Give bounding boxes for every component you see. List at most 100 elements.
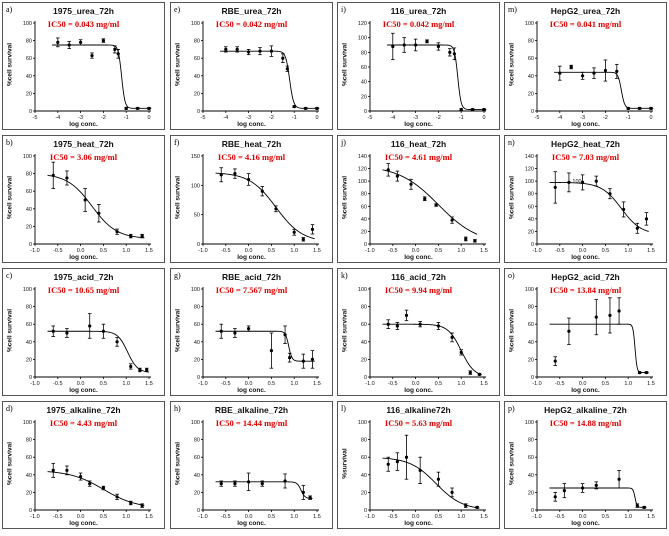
- fit-curve: [387, 44, 487, 110]
- data-point: [608, 192, 612, 196]
- panel-label: g): [174, 271, 181, 280]
- y-tick-label: 80: [361, 50, 367, 56]
- data-point: [592, 71, 596, 75]
- data-point: [51, 468, 55, 472]
- data-point: [101, 329, 105, 333]
- data-point: [603, 68, 607, 73]
- x-tick-label: 1.0: [624, 381, 632, 387]
- y-tick-label: 60: [194, 56, 200, 62]
- y-tick-label: 0: [364, 508, 367, 514]
- data-point: [626, 106, 630, 110]
- y-tick-label: 20: [194, 490, 200, 496]
- data-point: [553, 495, 557, 499]
- y-tick-label: 80: [528, 39, 534, 45]
- y-tick-label: 0: [29, 375, 32, 381]
- y-tick-label: 100: [525, 179, 534, 185]
- x-tick-label: 1.0: [122, 514, 130, 520]
- fit-curve: [47, 174, 145, 239]
- y-tick-label: 100: [525, 287, 534, 293]
- x-tick-label: 1.5: [313, 514, 321, 520]
- plot-svg: 0 20 40 60 80 100 -5 -4 -3 -2 -1 0: [525, 21, 654, 121]
- chart-panel: b) 1975_heat_72h IC50 = 3.06 mg/ml %cell su…: [2, 135, 165, 263]
- plot-svg: 0 20 40 60 80 100 120 -5 -4 -3 -2 -1 0: [358, 21, 487, 121]
- data-point: [65, 176, 69, 180]
- data-point: [90, 53, 94, 58]
- data-point: [395, 174, 399, 178]
- data-point: [448, 50, 452, 54]
- y-tick-label: 60: [26, 189, 32, 195]
- ic50-annotation: IC50 = 4.43 mg/ml: [49, 418, 118, 428]
- y-tick-label: 0: [29, 508, 32, 514]
- chart-title: RBE_acid_72h: [221, 272, 282, 282]
- ic50-annotation: IC50 = 0.041 mg/ml: [549, 19, 622, 29]
- x-tick-label: 0.0: [77, 381, 85, 387]
- y-tick-label: 20: [26, 490, 32, 496]
- panel-label: k): [341, 271, 348, 280]
- x-tick-label: 0.5: [268, 514, 276, 520]
- y-tick-label: 40: [528, 217, 534, 223]
- x-tick-label: 1.5: [145, 514, 153, 520]
- x-tick-label: 0.0: [245, 248, 253, 254]
- y-tick-label: 120: [525, 167, 534, 173]
- y-tick-label: 0: [531, 375, 534, 381]
- y-tick-label: 0: [197, 375, 200, 381]
- chart-panel: j) 116_heat_72h IC50 = 4.61 mg/ml %cell sur…: [337, 135, 500, 263]
- y-tick-label: 40: [194, 340, 200, 346]
- data-point: [140, 504, 144, 508]
- x-tick-label: -1: [459, 115, 464, 121]
- y-tick-label: 100: [358, 179, 367, 185]
- y-tick-label: 20: [194, 357, 200, 363]
- x-tick-label: 1.0: [457, 381, 465, 387]
- chart-panel: p) HepG2_alkaline_72h IC50 = 14.88 mg/ml %c…: [504, 401, 667, 529]
- y-tick-label: 20: [528, 490, 534, 496]
- y-tick-label: 100: [191, 183, 200, 189]
- x-tick-label: -3: [78, 115, 83, 121]
- data-point: [450, 335, 454, 339]
- y-tick-label: 60: [361, 322, 367, 328]
- data-point: [423, 197, 427, 201]
- data-point: [113, 47, 117, 52]
- x-tick-label: 1.5: [313, 381, 321, 387]
- ic50-annotation: IC50 = 3.06 mg/ml: [49, 152, 118, 162]
- x-tick-label: 0: [147, 115, 150, 121]
- x-tick-label: 0.5: [100, 514, 108, 520]
- x-axis-label: log conc.: [69, 254, 98, 261]
- data-point: [386, 462, 390, 466]
- data-point: [88, 482, 92, 486]
- data-point: [558, 71, 562, 75]
- chart-panel: m) HepG2_urea_72h IC50 = 0.041 mg/ml %cell …: [504, 2, 667, 130]
- data-point: [274, 207, 278, 211]
- data-point: [101, 486, 105, 490]
- fit-curve: [549, 487, 647, 508]
- data-point: [644, 371, 649, 375]
- x-tick-label: 1.5: [313, 248, 321, 254]
- data-point: [79, 40, 83, 44]
- data-point: [594, 315, 598, 319]
- chart-panel: d) 1975_alkaline_72h IC50 = 4.43 mg/ml %cel…: [2, 401, 165, 529]
- x-tick-label: 0.0: [579, 514, 587, 520]
- data-point: [147, 106, 151, 110]
- data-point: [434, 203, 438, 207]
- data-point: [116, 52, 120, 56]
- y-tick-label: 20: [361, 490, 367, 496]
- x-tick-label: 1.0: [624, 514, 632, 520]
- fit-curve: [215, 481, 313, 499]
- chart-title: HepG2_heat_72h: [551, 139, 620, 149]
- data-point: [562, 489, 566, 493]
- data-point: [386, 168, 390, 172]
- y-tick-label: 60: [361, 455, 367, 461]
- x-tick-label: -0.5: [555, 514, 564, 520]
- x-tick-label: 0: [315, 115, 318, 121]
- chart-panel: g) RBE_acid_72h IC50 = 7.567 mg/ml %cell su…: [170, 268, 333, 396]
- y-tick-label: 80: [26, 305, 32, 311]
- data-point: [471, 107, 475, 112]
- ic50-annotation: IC50 = 10.65 mg/ml: [47, 285, 120, 295]
- data-point: [65, 468, 69, 472]
- data-point: [310, 357, 315, 361]
- chart-panel: e) RBE_urea_72h IC50 = 0.042 mg/ml %cell su…: [170, 2, 333, 130]
- y-tick-label: 100: [191, 287, 200, 293]
- y-tick-label: 40: [528, 473, 534, 479]
- chart-title: 116_heat_72h: [390, 139, 447, 149]
- x-tick-label: -2: [101, 115, 106, 121]
- y-tick-label: 100: [23, 287, 32, 293]
